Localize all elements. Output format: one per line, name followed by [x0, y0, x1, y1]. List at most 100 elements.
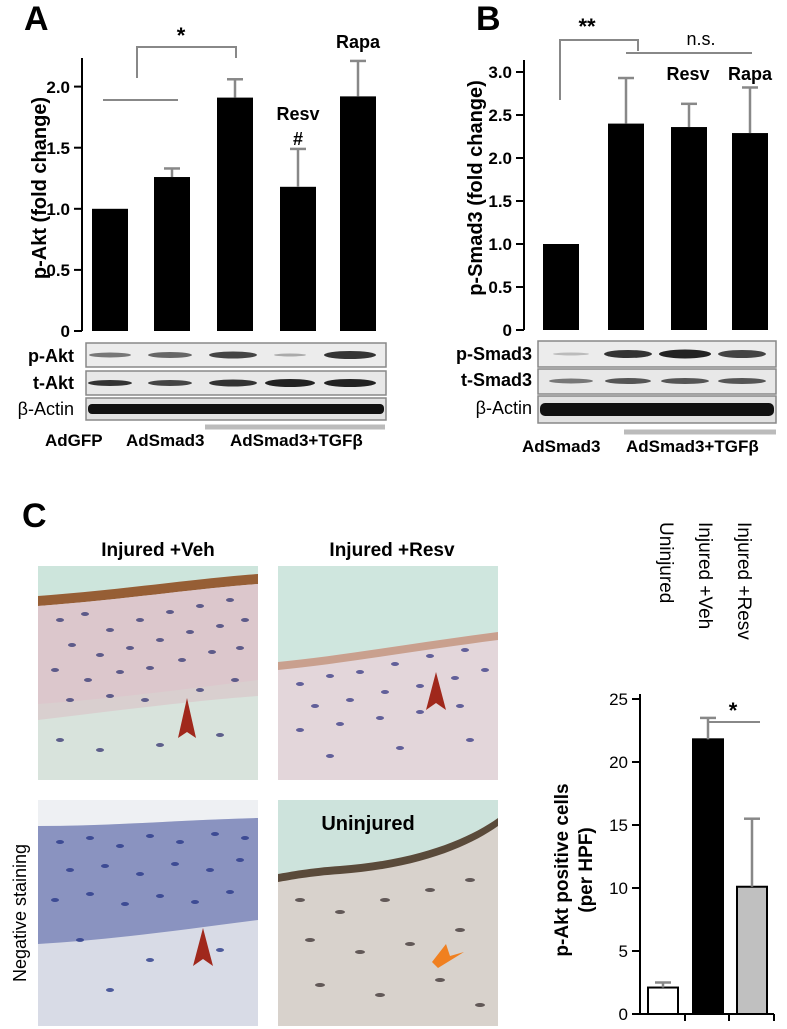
- side-label-negative-staining: Negative staining: [10, 844, 30, 982]
- blot-band: [148, 352, 192, 358]
- panel-b-bars: [543, 76, 768, 330]
- blot-band: [209, 351, 257, 359]
- panel-c-bars: [647, 716, 768, 1015]
- blot-band: [89, 352, 131, 358]
- col-label-injured-resv: Injured +Resv: [733, 522, 754, 640]
- panel-c-ylabel-line2: (per HPF): [576, 827, 597, 913]
- blot-band: [553, 352, 589, 356]
- blot-band: [604, 350, 652, 358]
- panel-b-resv-label: Resv: [666, 64, 709, 84]
- panel-a-sig-bracket: [136, 46, 237, 78]
- panel-b-ylabel: p-Smad3 (fold change): [465, 80, 487, 296]
- panel-b-y-ticks: 0 0.5 1.0 1.5 2.0 2.5 3.0: [488, 63, 524, 340]
- panel-a-tick-label-0: 0: [61, 322, 70, 341]
- panel-b-tick-label-5: 2.5: [488, 106, 512, 125]
- arrow-icon: [432, 944, 464, 968]
- micrograph-uninjured: [278, 800, 498, 1026]
- micrograph-negative-staining: [38, 800, 258, 1026]
- blot-band: [148, 380, 192, 386]
- panel-b-bar-2: [671, 127, 707, 330]
- panel-b-bar-0: [543, 244, 579, 330]
- micrograph-injured-veh: [38, 566, 258, 780]
- panel-b-ns: n.s.: [686, 29, 715, 49]
- panel-b-blot-label-tsmad3: t-Smad3: [461, 370, 532, 390]
- panel-b-letter: B: [476, 0, 501, 38]
- panel-c-ylabel-line1: p-Akt positive cells: [552, 783, 573, 956]
- panel-b-xlabel-adsmad3-tgf: AdSmad3+TGFβ: [626, 437, 759, 456]
- panel-c-tick-label-5: 25: [609, 690, 628, 709]
- panel-c-y-ticks: 0 5 10 15 20 25: [609, 690, 640, 1024]
- panel-a-sig-star: *: [177, 23, 186, 48]
- panel-c-tick-label-1: 5: [619, 942, 628, 961]
- blot-band: [209, 379, 257, 387]
- panel-a-blot-label-takt: t-Akt: [33, 373, 74, 393]
- blot-band: [88, 380, 132, 386]
- panel-b-bar-3: [732, 133, 768, 330]
- blot-band: [274, 353, 306, 357]
- panel-b-blot-label-actin: β-Actin: [476, 398, 532, 418]
- panel-c-tick-label-2: 10: [609, 879, 628, 898]
- img-title-veh: Injured +Veh: [101, 540, 215, 561]
- panel-b-blot-label-psmad3: p-Smad3: [456, 344, 532, 364]
- panel-b-rapa-label: Rapa: [728, 64, 773, 84]
- panel-b-tick-label-2: 1.0: [488, 235, 512, 254]
- panel-b-tick-label-1: 0.5: [488, 278, 512, 297]
- panel-b-tick-label-6: 3.0: [488, 63, 512, 82]
- panel-b-tick-label-3: 1.5: [488, 192, 512, 211]
- panel-a-xlabel-adsmad3: AdSmad3: [126, 431, 204, 450]
- panel-c-bar-2: [736, 885, 768, 1015]
- panel-c-tick-label-4: 20: [609, 753, 628, 772]
- blot-band: [659, 349, 711, 359]
- img-title-uninjured: Uninjured: [321, 813, 414, 835]
- blot-band: [88, 404, 384, 414]
- panel-a-bars: [92, 59, 376, 332]
- panel-a-blot-label-pakt: p-Akt: [28, 346, 74, 366]
- blot-band: [540, 403, 774, 416]
- arrowhead-icon: [426, 672, 446, 710]
- panel-a-letter: A: [24, 0, 49, 38]
- panel-a-bar-1: [154, 177, 190, 331]
- panel-c-sig-star: *: [729, 698, 738, 723]
- panel-a-bar-0: [92, 208, 128, 331]
- micrograph-injured-resv: [278, 566, 498, 780]
- blot-band: [324, 351, 376, 359]
- panel-a-ylabel: p-Akt (fold change): [29, 97, 51, 279]
- panel-b-sig-bracket: [559, 39, 639, 100]
- panel-a-rapa-label: Rapa: [336, 32, 381, 52]
- blot-band: [661, 378, 709, 384]
- panel-b-bar-1: [608, 123, 644, 330]
- panel-a-bar-4: [340, 96, 376, 331]
- panel-b-xlabel-adsmad3: AdSmad3: [522, 437, 600, 456]
- blot-band: [324, 379, 376, 387]
- blot-band: [718, 350, 766, 358]
- arrowhead-icon: [178, 698, 196, 738]
- arrowhead-icon: [193, 928, 213, 966]
- panel-a-tick-label-2: 1.0: [46, 200, 70, 219]
- panel-a-resv-label: Resv: [276, 104, 319, 124]
- panel-a-tick-label-4: 2.0: [46, 78, 70, 97]
- col-label-uninjured: Uninjured: [655, 522, 676, 603]
- panel-a-bar-2: [217, 97, 253, 332]
- panel-b-bands: [540, 349, 774, 416]
- blot-band: [718, 378, 766, 384]
- panel-a-blot-label-actin: β-Actin: [18, 399, 74, 419]
- panel-c-tick-label-0: 0: [619, 1005, 628, 1024]
- panel-a-bar-3: [280, 186, 316, 331]
- panel-b-tick-label-0: 0: [503, 321, 512, 340]
- panel-b-sig-star: **: [578, 14, 596, 39]
- panel-c-bar-1: [692, 738, 724, 1015]
- blot-band: [265, 379, 315, 387]
- blot-band: [605, 378, 651, 384]
- panel-a-xlabel-adgfp: AdGFP: [45, 431, 103, 450]
- panel-a-tick-label-1: 0.5: [46, 261, 70, 280]
- panel-a-tick-label-3: 1.5: [46, 139, 70, 158]
- panel-c-bar-0: [647, 986, 679, 1015]
- panel-a-y-ticks: 0 0.5 1.0 1.5 2.0: [46, 78, 82, 341]
- blot-band: [549, 378, 593, 384]
- panel-c-tick-label-3: 15: [609, 816, 628, 835]
- panel-a-hash: #: [293, 129, 303, 149]
- panel-a-xlabel-adsmad3-tgf: AdSmad3+TGFβ: [230, 431, 363, 450]
- col-label-injured-veh: Injured +Veh: [694, 522, 715, 629]
- panel-a-bands: [88, 351, 384, 414]
